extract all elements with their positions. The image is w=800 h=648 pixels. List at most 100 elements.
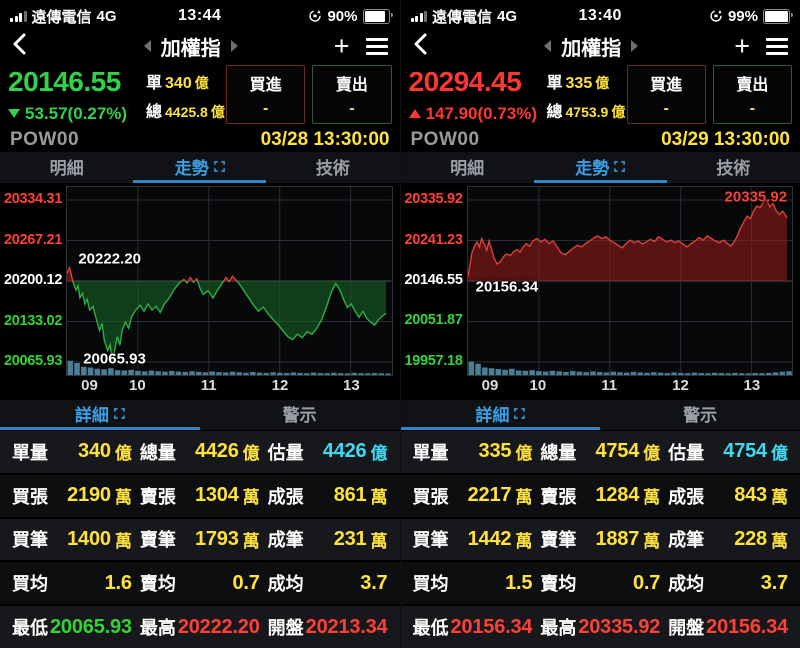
fullscreen-icon: [114, 408, 125, 419]
stat-cell: 買張 2190 萬: [8, 475, 136, 517]
tab-alert[interactable]: 警示: [683, 406, 718, 425]
tab-detail-list[interactable]: 明細: [49, 158, 84, 178]
sell-button[interactable]: 賣出 -: [712, 65, 792, 124]
up-arrow-icon: [408, 109, 421, 118]
carrier-label: 遠傳電信: [31, 8, 92, 26]
stat-label: 賣筆: [540, 530, 577, 551]
add-button[interactable]: +: [333, 31, 350, 61]
stat-value: 4426: [322, 440, 367, 463]
chart-plot-area[interactable]: 20156.34 20335.92: [466, 186, 793, 376]
table-row: 單量 340 億總量 4426 億估量 4426 億: [0, 431, 400, 475]
back-button[interactable]: [413, 33, 473, 60]
down-arrow-icon: [8, 109, 20, 118]
table-row: 買均 1.6 賣均 0.7 成均 3.7: [0, 562, 400, 607]
intraday-chart: 20335.92 20241.23 20146.55 20051.87 19957.18…: [400, 184, 800, 400]
stat-cell: 成均 3.7: [664, 562, 792, 604]
tab-detail[interactable]: 詳細: [400, 400, 601, 430]
page-title: 加權指: [160, 37, 221, 60]
tab-detail[interactable]: 詳細: [0, 400, 200, 430]
single-volume: 單 340 億: [146, 74, 209, 92]
stat-unit: 萬: [643, 531, 661, 551]
buy-button[interactable]: 買進 -: [226, 65, 306, 124]
stat-value: 20213.34: [305, 615, 388, 638]
y-axis-tick: 19957.18: [404, 353, 463, 369]
stat-cell: 成筆 231 萬: [264, 519, 392, 561]
tab-trend[interactable]: 走勢: [133, 152, 267, 183]
y-axis-tick: 20335.92: [404, 191, 463, 207]
table-row: 最低 20065.93 最高 20222.20 開盤 20213.34: [0, 606, 400, 648]
stat-value: 3.7: [360, 571, 388, 594]
stat-value: 1442: [467, 527, 512, 550]
stat-label: 成均: [668, 574, 705, 595]
stat-cell: 賣筆 1887 萬: [536, 519, 664, 561]
stat-label: 總量: [139, 442, 176, 463]
stat-value: 1.5: [505, 571, 533, 594]
next-symbol-arrow[interactable]: [631, 40, 639, 52]
stat-label: 賣筆: [139, 530, 176, 551]
buy-button[interactable]: 買進 -: [626, 65, 706, 124]
stat-unit: 億: [515, 444, 533, 464]
stat-cell: 賣均 0.7: [536, 562, 664, 604]
x-axis-tick: 11: [601, 377, 618, 394]
stat-value: 2217: [467, 484, 512, 507]
status-bar: 遠傳電信 4G 13:40 99%: [401, 0, 800, 30]
y-axis-tick: 20133.02: [4, 312, 63, 329]
stat-value: 4426: [194, 440, 239, 463]
tab-technical[interactable]: 技術: [716, 158, 751, 178]
index-price: 20146.55: [8, 65, 121, 97]
menu-icon[interactable]: [365, 37, 388, 55]
stat-cell: 估量 4754 億: [664, 431, 792, 473]
stat-label: 開盤: [668, 618, 705, 639]
table-row: 買張 2217 萬賣張 1284 萬成張 843 萬: [400, 474, 800, 519]
prev-symbol-arrow[interactable]: [544, 40, 552, 52]
stat-label: 最高: [540, 618, 577, 639]
stat-label: 單量: [12, 442, 48, 463]
stat-label: 賣均: [540, 574, 577, 595]
table-row: 買均 1.5 賣均 0.7 成均 3.7: [400, 562, 800, 607]
sell-button[interactable]: 賣出 -: [312, 65, 392, 124]
y-axis-labels: 20335.92 20241.23 20146.55 20051.87 19957.18: [405, 186, 467, 374]
y-axis-tick: 20146.55: [404, 272, 463, 288]
x-axis-tick: 09: [481, 377, 499, 394]
tab-technical[interactable]: 技術: [315, 158, 350, 178]
detail-table: 單量 340 億總量 4426 億估量 4426 億買張 2190 萬賣張 1304 萬成張 861 萬…: [0, 431, 400, 648]
stat-cell: 最高 20335.92: [536, 606, 664, 648]
stat-value: 4754: [723, 440, 767, 463]
table-row: 單量 335 億總量 4754 億估量 4754 億: [400, 431, 800, 475]
stat-value: 1304: [194, 484, 239, 507]
chart-plot-area[interactable]: 20222.20 20065.93: [66, 186, 393, 376]
stat-cell: 買筆 1442 萬: [409, 519, 537, 561]
tab-detail-list[interactable]: 明細: [450, 158, 485, 178]
stat-label: 買筆: [412, 530, 449, 551]
tab-trend[interactable]: 走勢: [533, 152, 667, 183]
stat-value: 20156.34: [706, 615, 788, 638]
stat-unit: 億: [370, 444, 388, 464]
prev-symbol-arrow[interactable]: [143, 40, 151, 52]
stat-label: 總量: [540, 442, 577, 463]
symbol-code: POW00: [410, 128, 480, 150]
stat-value: 228: [734, 527, 767, 550]
nav-bar: 加權指 +: [0, 30, 400, 62]
chart-tabbar: 明細 走勢 技術: [400, 152, 800, 184]
next-symbol-arrow[interactable]: [230, 40, 238, 52]
add-button[interactable]: +: [734, 31, 750, 61]
signal-strength-icon: [10, 10, 27, 22]
x-axis-labels: 09 10 11 12 13: [467, 376, 794, 398]
tab-alert[interactable]: 警示: [282, 406, 317, 425]
back-button[interactable]: [12, 33, 72, 60]
y-axis-tick: 20241.23: [404, 231, 463, 248]
stat-unit: 萬: [770, 531, 788, 551]
quote-datetime: 03/29 13:30:00: [661, 128, 790, 150]
stat-value: 335: [478, 440, 512, 463]
stat-cell: 單量 340 億: [8, 431, 136, 473]
stat-unit: 萬: [114, 531, 132, 551]
menu-icon[interactable]: [766, 37, 788, 55]
stat-cell: 開盤 20156.34: [664, 606, 792, 648]
price-change: 147.90(0.73%): [408, 104, 547, 124]
stat-label: 賣張: [540, 486, 577, 507]
total-volume: 總 4753.9 億: [546, 103, 626, 121]
y-axis-tick: 20200.12: [4, 272, 63, 288]
table-row: 買張 2190 萬賣張 1304 萬成張 861 萬: [0, 474, 400, 519]
total-volume: 總 4425.8 億: [146, 103, 225, 121]
y-axis-tick: 20051.87: [404, 312, 463, 329]
